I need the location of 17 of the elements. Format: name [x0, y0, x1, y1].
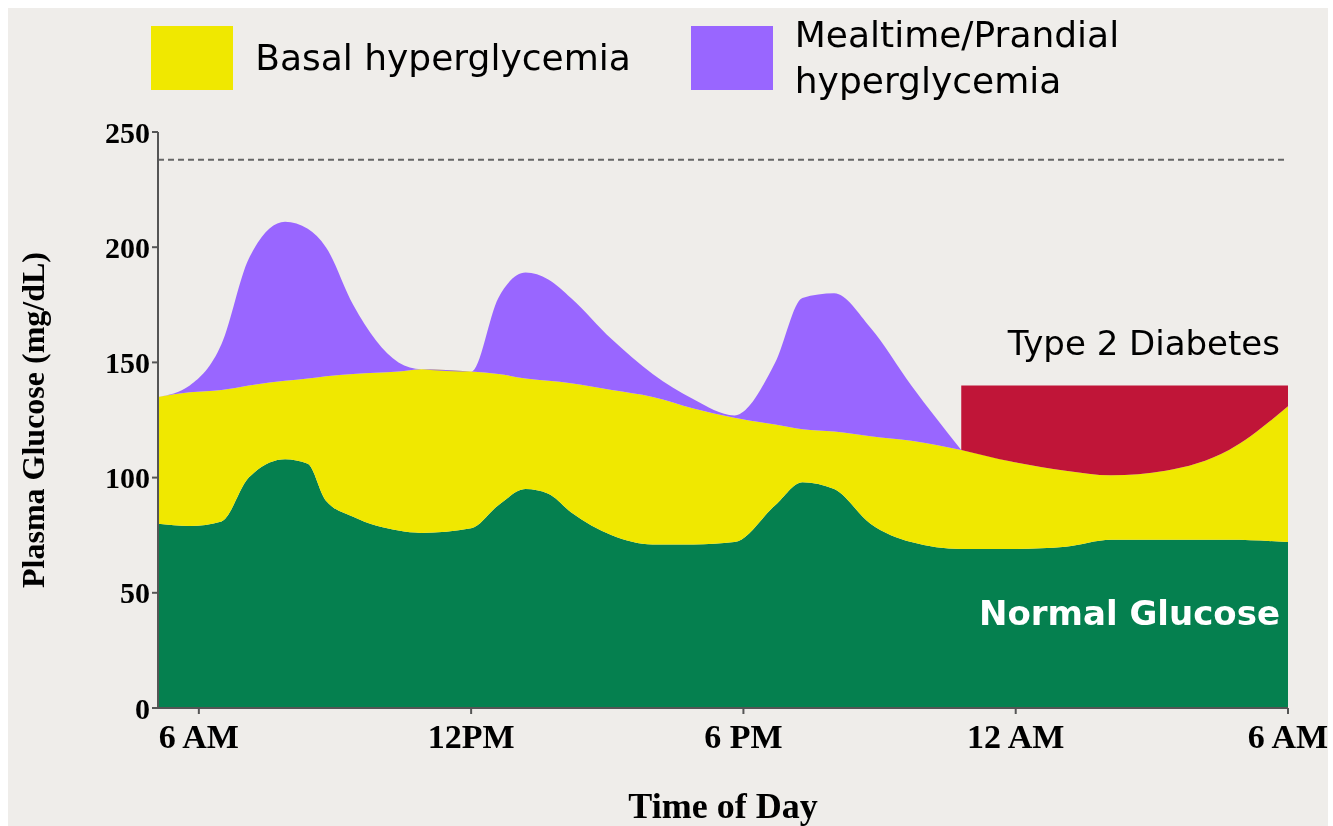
x-axis-title: Time of Day	[628, 786, 818, 826]
legend-label: Basal hyperglycemia	[255, 36, 631, 80]
y-tick-label: 0	[135, 691, 150, 725]
x-tick-label: 6 AM	[158, 718, 239, 756]
annotation: Normal Glucose	[978, 593, 1280, 633]
y-tick-label: 200	[105, 230, 150, 264]
x-tick-label: 6 PM	[704, 718, 783, 756]
legend-label: Mealtime/Prandial hyperglycemia	[794, 13, 1121, 103]
y-tick-label: 50	[120, 576, 150, 610]
y-axis-title: Plasma Glucose (mg/dL)	[15, 252, 52, 588]
y-tick-label: 100	[105, 461, 150, 495]
x-tick-label: 6 AM	[1247, 718, 1329, 756]
x-tick-label: 12 AM	[967, 718, 1065, 756]
y-tick-label: 150	[105, 346, 150, 380]
annotation: Type 2 Diabetes	[1007, 323, 1280, 363]
x-tick-label: 12PM	[427, 718, 515, 756]
y-tick-label: 250	[105, 115, 150, 149]
